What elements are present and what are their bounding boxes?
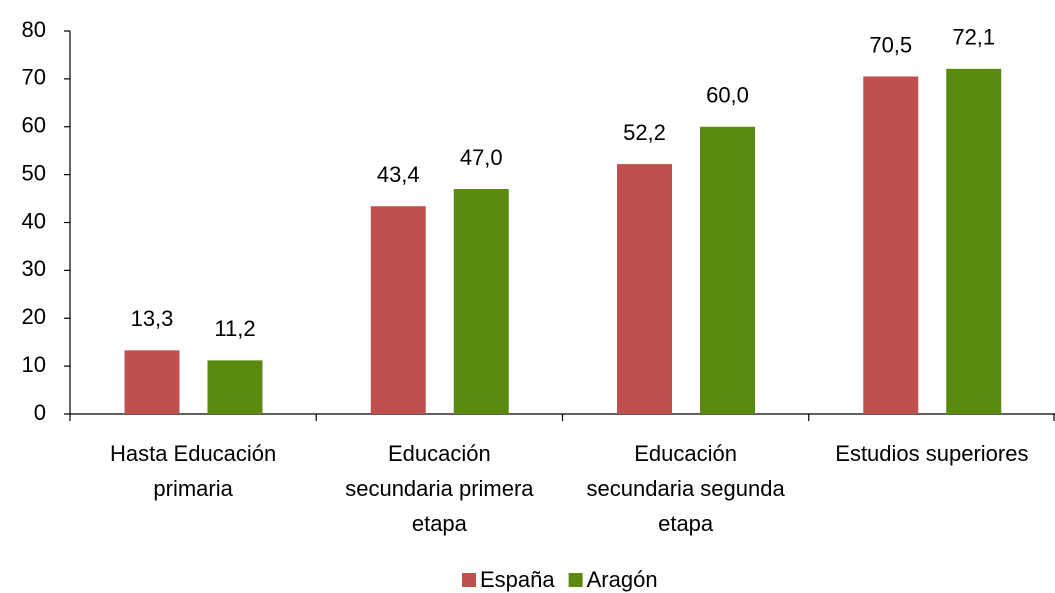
bar [700,126,755,414]
bar [207,360,263,414]
y-tick-label: 60 [22,113,46,138]
bar [124,350,180,414]
value-label: 52,2 [623,120,666,145]
bar [946,68,1002,414]
value-label: 47,0 [460,145,503,170]
value-label: 43,4 [377,162,420,187]
x-tick-label: Hasta Educación [110,441,276,466]
x-tick-label: secundaria primera [345,476,534,501]
value-label: 13,3 [131,306,174,331]
bar [617,164,672,414]
y-tick-label: 50 [22,160,46,185]
y-tick-label: 40 [22,208,46,233]
y-tick-label: 10 [22,352,46,377]
y-tick-label: 30 [22,256,46,281]
x-tick-label: primaria [153,476,233,501]
legend-swatch [462,573,476,587]
legend-label: Aragón [587,567,658,592]
y-tick-label: 0 [34,400,46,425]
legend-label: España [480,567,555,592]
value-label: 11,2 [214,316,255,341]
y-tick-label: 20 [22,304,46,329]
x-tick-label: etapa [412,511,468,536]
x-tick-label: etapa [658,511,714,536]
y-tick-label: 70 [22,65,46,90]
x-tick-label: Educación [388,441,491,466]
x-tick-label: Educación [634,441,737,466]
x-tick-label: secundaria segunda [587,476,786,501]
y-tick-label: 80 [22,17,46,42]
legend-swatch [568,573,583,587]
value-label: 70,5 [869,32,912,57]
bar [453,188,509,414]
value-label: 72,1 [952,25,995,50]
bar [370,206,426,414]
bar [863,76,919,414]
value-label: 60,0 [706,83,749,108]
x-tick-label: Estudios superiores [835,441,1028,466]
